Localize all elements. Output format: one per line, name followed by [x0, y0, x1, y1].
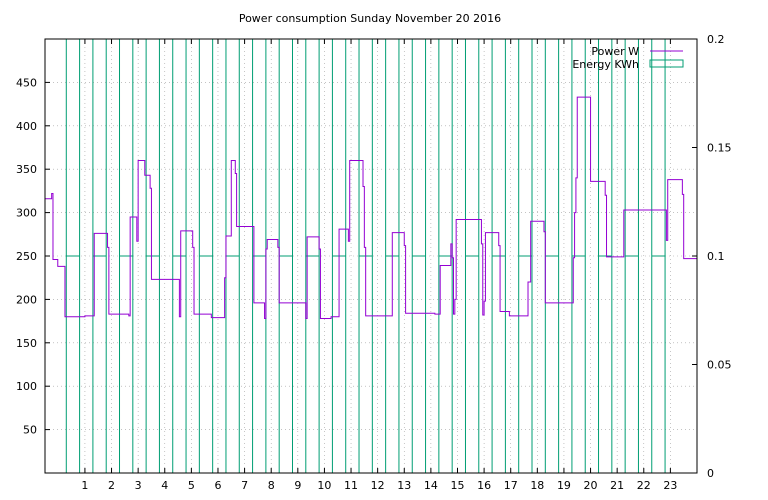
x-tick-label: 15 [450, 479, 464, 492]
y-tick-label: 450 [16, 76, 37, 89]
legend: Power W Energy KWh [572, 45, 684, 71]
x-tick-label: 5 [188, 479, 195, 492]
axis-ticks: 1 2 3 4 5 6 7 8 9 10 11 12 13 14 15 16 17 18 19 20 21 22 23501… [16, 33, 732, 492]
x-tick-label: 14 [424, 479, 438, 492]
power-line [45, 96, 698, 319]
x-tick-label: 1 [81, 479, 88, 492]
y-tick-label: 400 [16, 120, 37, 133]
x-tick-label: 2 [108, 479, 115, 492]
power-series-line [45, 96, 698, 319]
x-tick-label: 18 [530, 479, 544, 492]
x-tick-label: 7 [241, 479, 248, 492]
legend-label-power: Power W [591, 45, 639, 58]
y-tick-label: 200 [16, 293, 37, 306]
x-tick-label: 20 [584, 479, 598, 492]
grid [45, 39, 697, 473]
y-tick-label: 250 [16, 250, 37, 263]
y2-tick-label: 0.05 [707, 359, 732, 372]
x-tick-label: 13 [397, 479, 411, 492]
y-tick-label: 50 [23, 424, 37, 437]
y-tick-label: 300 [16, 207, 37, 220]
y2-tick-label: 0 [707, 467, 714, 480]
x-tick-label: 3 [135, 479, 142, 492]
y-tick-label: 150 [16, 337, 37, 350]
y2-tick-label: 0.15 [707, 142, 732, 155]
x-tick-label: 12 [371, 479, 385, 492]
y2-tick-label: 0.1 [707, 250, 725, 263]
x-tick-label: 10 [317, 479, 331, 492]
y2-tick-label: 0.2 [707, 33, 725, 46]
x-tick-label: 6 [214, 479, 221, 492]
x-tick-label: 19 [557, 479, 571, 492]
legend-swatch-energy [649, 59, 684, 68]
x-tick-label: 4 [161, 479, 168, 492]
y-tick-label: 100 [16, 380, 37, 393]
x-tick-label: 8 [268, 479, 275, 492]
x-tick-label: 23 [663, 479, 677, 492]
x-tick-label: 21 [610, 479, 624, 492]
x-tick-label: 17 [504, 479, 518, 492]
x-tick-label: 9 [294, 479, 301, 492]
legend-label-energy: Energy KWh [572, 58, 639, 71]
x-tick-label: 16 [477, 479, 491, 492]
x-tick-label: 11 [344, 479, 358, 492]
x-tick-label: 22 [637, 479, 651, 492]
y-tick-label: 350 [16, 163, 37, 176]
chart-title: Power consumption Sunday November 20 201… [239, 12, 501, 25]
